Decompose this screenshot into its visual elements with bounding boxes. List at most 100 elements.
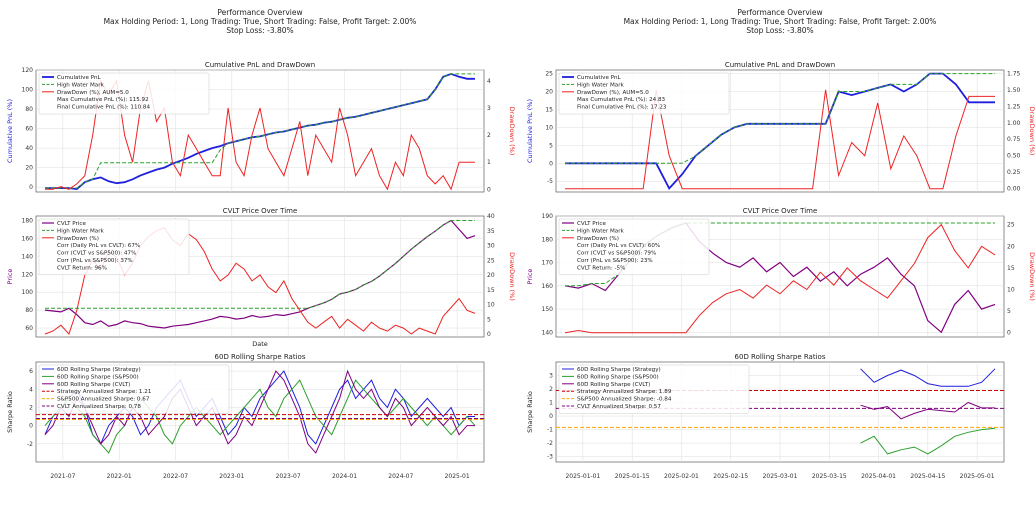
x-tick-label: 2025-01-15	[615, 473, 650, 480]
y-tick-label: 20	[25, 165, 33, 172]
y-tick-label: 190	[542, 213, 554, 220]
y-tick-label: 80	[25, 307, 33, 314]
y2-tick-label: 0	[1007, 330, 1011, 337]
legend-entry: 60D Rolling Sharpe (Strategy)	[57, 367, 141, 373]
y2-tick-label: 0	[487, 186, 491, 193]
y2-tick-label: 20	[1007, 243, 1015, 250]
legend-entry: High Water Mark	[577, 228, 625, 234]
x-tick-label: 2024-07	[388, 473, 413, 480]
y2-tick-label: 15	[1007, 265, 1015, 272]
panel-1: -5 0 5 10 15 20 25 0.00 0.25 0.50 0.75 1.00 1.25 1.50…	[526, 61, 1035, 193]
legend-entry: CVLT Price	[57, 221, 86, 227]
x-tick-label: 2022-01	[107, 473, 132, 480]
y2-axis-label: DrawDown (%)	[1028, 107, 1035, 156]
x-tick-label: 2025-04-15	[910, 473, 945, 480]
panel-3: -3 -2 -1 0 1 2 3 60D Rolling Sharpe Ratios Sharp…	[526, 353, 1005, 463]
y2-tick-label: 0.00	[1007, 186, 1021, 193]
x-tick-label: 2025-02-15	[713, 473, 748, 480]
legend-entry: Max Cumulative PnL (%): 24.83	[577, 97, 666, 103]
y-tick-label: 1	[549, 400, 553, 407]
y-tick-label: 180	[542, 236, 554, 243]
x-tick-label: 2025-04-01	[861, 473, 896, 480]
legend-entry: Strategy Annualized Sharpe: 1.21	[57, 389, 152, 395]
legend-entry: Corr (Daily PnL vs CVLT): 60%	[577, 243, 660, 249]
y2-tick-label: 4	[487, 78, 491, 85]
y2-tick-label: 1	[487, 159, 491, 166]
legend-entry: Final Cumulative PnL (%): 17.23	[577, 105, 667, 111]
panel-title: CVLT Price Over Time	[743, 207, 818, 215]
panel-title: 60D Rolling Sharpe Ratios	[735, 353, 826, 361]
legend-box	[38, 218, 190, 276]
y2-tick-label: 1.75	[1007, 70, 1021, 77]
legend-entry: S&P500 Annualized Sharpe: 0.67	[57, 397, 150, 403]
x-tick-label: 2022-07	[163, 473, 188, 480]
legend-entry: High Water Mark	[57, 82, 105, 88]
y-tick-label: 160	[542, 283, 554, 290]
legend-entry: Final Cumulative PnL (%): 110.84	[57, 105, 150, 111]
y-tick-label: 25	[545, 71, 553, 78]
legend-entry: DrawDown (%), AUM=5.0	[57, 90, 129, 96]
figure-header-line: Stop Loss: -3.80%	[746, 26, 813, 35]
y-tick-label: 170	[542, 260, 554, 267]
y-tick-label: 4	[29, 386, 33, 393]
y2-tick-label: 35	[487, 228, 495, 235]
legend-entry: Corr (CVLT vs S&P500): 47%	[57, 251, 136, 257]
x-tick-label: 2025-03-01	[763, 473, 798, 480]
panel-title: CVLT Price Over Time	[223, 207, 298, 215]
x-tick-label: 2025-05-01	[960, 473, 995, 480]
y-tick-label: 60	[25, 126, 33, 133]
y-tick-label: 5	[549, 142, 553, 149]
y-tick-label: 140	[542, 329, 554, 336]
y2-tick-label: 20	[487, 272, 495, 279]
y-axis-label: Cumulative PnL (%)	[526, 99, 534, 163]
y2-tick-label: 1.25	[1007, 103, 1021, 110]
legend-entry: CVLT Return: 96%	[57, 265, 107, 271]
series-line-2	[860, 427, 996, 455]
y2-tick-label: 25	[487, 257, 495, 264]
legend-entry: 60D Rolling Sharpe (S&P500)	[57, 374, 139, 380]
figure-header-line: Performance Overview	[217, 8, 302, 17]
figure-header-line: Max Holding Period: 1, Long Trading: Tru…	[624, 17, 937, 26]
y-tick-label: 20	[545, 89, 553, 96]
panel-title: Cumulative PnL and DrawDown	[205, 61, 315, 69]
legend-entry: 60D Rolling Sharpe (CVLT)	[57, 382, 130, 388]
y-axis-label: Cumulative PnL (%)	[6, 99, 14, 163]
y2-tick-label: 0.75	[1007, 136, 1021, 143]
y-tick-label: 60	[25, 325, 33, 332]
legend-entry: DrawDown (%)	[57, 236, 99, 242]
legend-entry: 60D Rolling Sharpe (CVLT)	[577, 382, 650, 388]
y2-axis-label: DrawDown (%)	[508, 252, 516, 301]
legend-box	[558, 218, 710, 276]
y2-tick-label: 1.50	[1007, 87, 1021, 94]
figure-header-line: Performance Overview	[737, 8, 822, 17]
y-tick-label: 0	[549, 160, 553, 167]
series-line-2	[45, 220, 475, 309]
series-line-1	[565, 72, 995, 190]
legend-entry: S&P500 Annualized Sharpe: -0.84	[577, 397, 672, 403]
y2-tick-label: 40	[487, 213, 495, 220]
legend-box	[558, 364, 750, 414]
y-axis-label: Price	[526, 269, 534, 285]
legend-entry: 60D Rolling Sharpe (S&P500)	[577, 374, 659, 380]
y-tick-label: 140	[22, 253, 34, 260]
legend-entry: Cumulative PnL	[577, 75, 622, 81]
x-tick-label: 2025-02-01	[664, 473, 699, 480]
legend-entry: CVLT Annualized Sharpe: 0.78	[57, 404, 141, 410]
y2-tick-label: 5	[487, 316, 491, 323]
y2-tick-label: 30	[487, 243, 495, 250]
legend-entry: Max Cumulative PnL (%): 115.92	[57, 97, 149, 103]
y-tick-label: 6	[29, 368, 33, 375]
y-tick-label: 80	[25, 106, 33, 113]
legend-entry: Corr (PnL vs S&P500): 37%	[57, 258, 133, 264]
y-tick-label: 2	[29, 404, 33, 411]
y-tick-label: 40	[25, 145, 33, 152]
x-axis-label: Date	[252, 340, 268, 348]
legend-entry: DrawDown (%), AUM=5.0	[577, 90, 649, 96]
y2-tick-label: 10	[487, 302, 495, 309]
y2-tick-label: 0.50	[1007, 153, 1021, 160]
panel-title: Cumulative PnL and DrawDown	[725, 61, 835, 69]
figure-header-line: Max Holding Period: 1, Long Trading: Tru…	[104, 17, 417, 26]
y2-tick-label: 2	[487, 132, 491, 139]
